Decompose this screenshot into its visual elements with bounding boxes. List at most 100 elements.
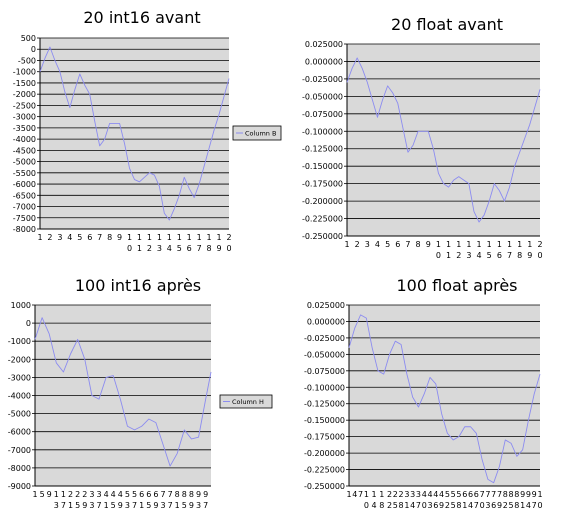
x-tick-label: 7	[474, 501, 479, 510]
x-tick-label: 9	[117, 233, 122, 242]
y-tick-label: -0.200000	[302, 197, 343, 206]
y-tick-label: -8000	[8, 464, 31, 473]
x-tick-label: 3	[57, 233, 62, 242]
x-tick-label: 7	[532, 501, 537, 510]
y-tick-label: -6000	[13, 180, 36, 189]
y-tick-label: 0	[31, 45, 36, 54]
y-tick-label: -5000	[13, 158, 36, 167]
x-tick-label: 2	[355, 240, 360, 249]
x-tick-label: 1	[127, 233, 132, 242]
y-tick-label: -0.100000	[304, 383, 345, 392]
x-tick-label: 4	[477, 251, 482, 260]
x-tick-label: 8	[182, 490, 187, 499]
x-tick-label: 7	[480, 490, 485, 499]
x-tick-label: 6	[87, 233, 92, 242]
chart-title: 100 float après	[396, 276, 517, 295]
y-tick-label: -0.075000	[302, 110, 343, 119]
x-tick-label: 1	[147, 233, 152, 242]
x-tick-label: 9	[532, 490, 537, 499]
legend: Column B	[232, 125, 282, 141]
x-tick-label: 3	[125, 501, 130, 510]
x-tick-label: 4	[67, 233, 72, 242]
x-tick-label: 7	[97, 233, 102, 242]
x-tick-label: 6	[187, 244, 192, 253]
y-tick-label: -4500	[13, 146, 36, 155]
y-tick-label: -0.175000	[302, 180, 343, 189]
y-tick-label: -6500	[13, 191, 36, 200]
x-tick-label: 2	[226, 233, 231, 242]
series-line	[39, 46, 230, 221]
x-tick-label: 7	[168, 490, 173, 499]
y-tick-label: 0	[26, 319, 31, 328]
x-tick-label: 3	[89, 490, 94, 499]
y-tick-label: -0.250000	[304, 482, 345, 491]
x-tick-label: 7	[132, 501, 137, 510]
chart-title: 100 int16 après	[75, 276, 201, 295]
x-tick-label: 5	[75, 501, 80, 510]
y-tick-label: -0.250000	[302, 232, 343, 241]
x-tick-label: 2	[456, 251, 461, 260]
x-tick-label: 6	[153, 490, 158, 499]
x-tick-label: 3	[410, 490, 415, 499]
x-tick-label: 9	[217, 244, 222, 253]
x-tick-label: 5	[125, 490, 130, 499]
chart-4: 100 float après 0.025000 0.000000 -0.025000…	[304, 276, 543, 510]
x-tick-label: 8	[514, 501, 519, 510]
series-line	[34, 317, 212, 467]
y-tick-label: -1000	[13, 68, 36, 77]
y-tick-label: -0.125000	[304, 400, 345, 409]
x-tick-label: 5	[487, 251, 492, 260]
x-tick-label: 7	[485, 490, 490, 499]
x-tick-label: 4	[111, 490, 116, 499]
y-tick-label: 0.025000	[305, 40, 343, 49]
x-tick-label: 6	[395, 240, 400, 249]
y-tick-label: -0.225000	[302, 215, 343, 224]
x-tick-label: 4	[422, 490, 427, 499]
x-tick-label: 0	[436, 251, 441, 260]
x-tick-label: 5	[182, 501, 187, 510]
x-tick-label: 1	[177, 233, 182, 242]
x-tick-label: 3	[54, 501, 59, 510]
x-tick-label: 8	[399, 501, 404, 510]
x-tick-label: 7	[358, 490, 363, 499]
x-tick-label: 8	[107, 233, 112, 242]
x-tick-label: 3	[427, 501, 432, 510]
legend-box	[219, 394, 273, 409]
x-tick-label: 4	[433, 490, 438, 499]
x-tick-label: 4	[468, 501, 473, 510]
x-tick-label: 7	[405, 240, 410, 249]
x-tick-label: 2	[387, 490, 392, 499]
x-tick-label: 9	[47, 490, 52, 499]
y-tick-label: -8000	[13, 225, 36, 234]
x-tick-label: 1	[520, 501, 525, 510]
x-tick-label: 3	[404, 490, 409, 499]
x-tick-label: 4	[104, 490, 109, 499]
y-tick-label: -3000	[8, 373, 31, 382]
x-tick-label: 2	[47, 233, 52, 242]
x-tick-label: 7	[491, 490, 496, 499]
y-tick-label: -0.025000	[302, 75, 343, 84]
x-tick-label: 1	[37, 233, 42, 242]
x-tick-label: 5	[393, 501, 398, 510]
x-tick-label: 1	[175, 501, 180, 510]
x-tick-label: 0	[480, 501, 485, 510]
chart-2: 20 float avant 0.025000 0.000000 -0.025000 -…	[302, 15, 543, 260]
x-tick-label: 0	[422, 501, 427, 510]
x-tick-label: 7	[160, 490, 165, 499]
x-tick-label: 1	[477, 240, 482, 249]
x-tick-label: 3	[485, 501, 490, 510]
y-tick-label: -0.050000	[302, 92, 343, 101]
x-tick-label: 8	[503, 490, 508, 499]
x-tick-label: 2	[82, 490, 87, 499]
x-tick-label: 5	[132, 490, 137, 499]
x-tick-label: 5	[40, 490, 45, 499]
x-tick-label: 5	[111, 501, 116, 510]
x-tick-label: 5	[456, 490, 461, 499]
chart-3: 100 int16 après 1000 0 -1000 -2000 -3000 -4000…	[8, 276, 273, 510]
y-tick-label: -0.100000	[302, 127, 343, 136]
x-tick-label: 1	[527, 240, 532, 249]
plot-area	[40, 38, 229, 229]
y-tick-label: -5500	[13, 169, 36, 178]
y-tick-label: -0.150000	[302, 162, 343, 171]
